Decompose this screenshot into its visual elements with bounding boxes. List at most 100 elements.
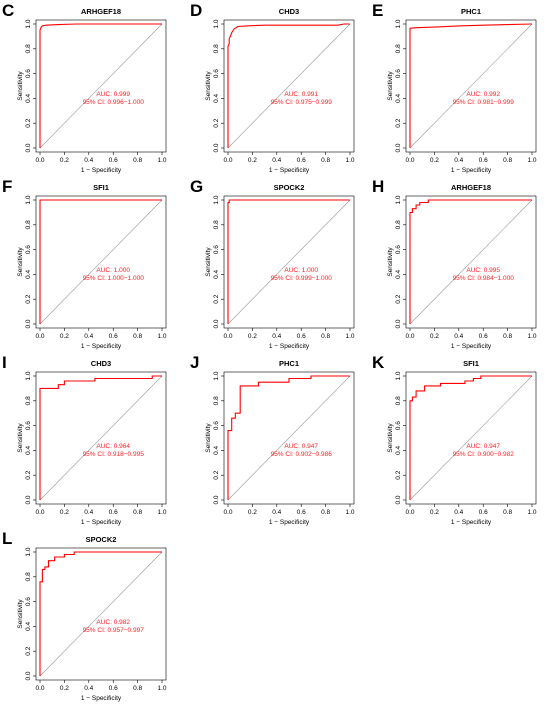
x-tick-label: 0.0 — [405, 333, 414, 340]
x-tick-label: 0.2 — [248, 333, 257, 340]
x-tick-label: 0.4 — [84, 509, 93, 516]
x-tick-label: 0.0 — [405, 509, 414, 516]
reference-diagonal — [39, 199, 163, 325]
panel-title: CHD3 — [91, 359, 111, 368]
roc-panel-h: H ARHGEF18 0.0 0.2 0.4 0.6 0.8 1.0 0.0 0.2 0.4 0.6 0… — [372, 178, 550, 354]
reference-diagonal — [39, 551, 163, 677]
x-tick-label: 0.4 — [84, 333, 93, 340]
x-tick-label: 0.6 — [297, 157, 306, 164]
x-tick-label: 0.2 — [60, 509, 69, 516]
x-tick-label: 0.8 — [133, 157, 142, 164]
x-tick-label: 0.2 — [248, 509, 257, 516]
x-tick-label: 1.0 — [527, 333, 536, 340]
y-tick-label: 0.0 — [395, 143, 402, 152]
auc-ci-label: 95% CI: 0.918−0.995 — [83, 451, 145, 458]
roc-plot: ARHGEF18 0.0 0.2 0.4 0.6 0.8 1.0 0.0 0.2 0.4 0.6 0.… — [17, 7, 167, 174]
x-tick-label: 0.8 — [133, 685, 142, 692]
roc-plot: PHC1 0.0 0.2 0.4 0.6 0.8 1.0 0.0 0.2 0.4 0.6 0.8 1.0… — [205, 359, 355, 526]
panel-letter: E — [372, 1, 384, 20]
y-tick-label: 1.0 — [213, 195, 220, 204]
panel-letter: G — [190, 177, 204, 196]
auc-ci-label: 95% CI: 0.981−0.999 — [453, 99, 515, 106]
y-tick-label: 0.2 — [213, 294, 220, 303]
auc-label: AUC: 0.995 — [466, 267, 500, 274]
x-tick-label: 1.0 — [527, 157, 536, 164]
y-tick-label: 1.0 — [395, 19, 402, 28]
y-tick-label: 0.0 — [25, 671, 32, 680]
x-tick-label: 0.0 — [405, 157, 414, 164]
y-tick-label: 0.2 — [25, 646, 32, 655]
auc-ci-label: 95% CI: 0.984−1.000 — [453, 275, 515, 282]
y-tick-label: 0.4 — [213, 94, 220, 103]
roc-plot: CHD3 0.0 0.2 0.4 0.6 0.8 1.0 0.0 0.2 0.4 0.6 0.8 1.0… — [17, 359, 167, 526]
panel-title: SPOCK2 — [274, 183, 305, 192]
x-tick-label: 0.4 — [272, 157, 281, 164]
y-tick-label: 0.0 — [25, 143, 32, 152]
plot-frame — [405, 371, 537, 505]
auc-ci-label: 95% CI: 0.999−1.000 — [271, 275, 333, 282]
panel-letter: C — [2, 1, 15, 20]
x-tick-label: 0.4 — [84, 685, 93, 692]
plot-frame — [405, 19, 537, 153]
x-tick-label: 0.6 — [297, 333, 306, 340]
x-tick-label: 1.0 — [527, 509, 536, 516]
y-tick-label: 0.4 — [213, 270, 220, 279]
roc-curve — [39, 551, 162, 676]
reference-diagonal — [227, 375, 351, 501]
y-tick-label: 0.6 — [395, 69, 402, 78]
auc-ci-label: 95% CI: 0.957−0.997 — [83, 627, 145, 634]
x-axis-label: 1 − Specificity — [451, 343, 492, 350]
panel-letter: J — [190, 353, 200, 372]
x-tick-label: 0.2 — [60, 157, 69, 164]
y-tick-label: 0.2 — [25, 118, 32, 127]
plot-frame — [405, 195, 537, 329]
panel-title: PHC1 — [279, 359, 299, 368]
y-tick-label: 0.8 — [213, 44, 220, 53]
y-tick-label: 0.2 — [213, 118, 220, 127]
y-tick-label: 0.6 — [395, 245, 402, 254]
x-tick-label: 0.8 — [503, 333, 512, 340]
x-axis-label: 1 − Specificity — [269, 343, 310, 350]
roc-panel-d: D CHD3 0.0 0.2 0.4 0.6 0.8 1.0 0.0 0.2 0.4 0.6 0.8 1.… — [190, 2, 368, 178]
x-tick-label: 0.8 — [503, 509, 512, 516]
x-axis-label: 1 − Specificity — [81, 343, 122, 350]
y-tick-label: 0.0 — [25, 495, 32, 504]
roc-curve — [409, 23, 533, 148]
roc-panel-f: F SFI1 0.0 0.2 0.4 0.6 0.8 1.0 0.0 0.2 0.4 0.6 0.8 1.… — [2, 178, 180, 354]
plot-frame — [223, 371, 355, 505]
y-axis-label: Sensitivity — [387, 423, 394, 453]
plot-frame — [35, 371, 167, 505]
reference-diagonal — [39, 23, 163, 149]
y-tick-label: 1.0 — [25, 19, 32, 28]
x-tick-label: 1.0 — [345, 509, 354, 516]
y-tick-label: 0.8 — [25, 572, 32, 581]
x-tick-label: 0.4 — [454, 157, 463, 164]
x-axis-label: 1 − Specificity — [451, 519, 492, 526]
roc-curve — [39, 199, 162, 324]
reference-diagonal — [409, 23, 533, 149]
y-tick-label: 0.0 — [213, 143, 220, 152]
roc-plot: CHD3 0.0 0.2 0.4 0.6 0.8 1.0 0.0 0.2 0.4 0.6 0.8 1.0… — [205, 7, 355, 174]
x-axis-label: 1 − Specificity — [81, 167, 122, 174]
panel-title: SFI1 — [463, 359, 479, 368]
plot-frame — [223, 195, 355, 329]
y-axis-label: Sensitivity — [17, 71, 24, 101]
x-tick-label: 0.0 — [35, 685, 44, 692]
x-tick-label: 0.0 — [35, 157, 44, 164]
y-tick-label: 0.2 — [395, 470, 402, 479]
reference-diagonal — [409, 375, 533, 501]
y-tick-label: 0.0 — [395, 319, 402, 328]
y-tick-label: 0.0 — [213, 495, 220, 504]
x-tick-label: 1.0 — [157, 509, 166, 516]
x-tick-label: 0.6 — [479, 157, 488, 164]
roc-curve — [227, 199, 350, 324]
x-axis-label: 1 − Specificity — [269, 167, 310, 174]
x-tick-label: 0.4 — [272, 333, 281, 340]
x-axis-label: 1 − Specificity — [451, 167, 492, 174]
roc-curve — [409, 199, 532, 324]
y-tick-label: 0.2 — [25, 470, 32, 479]
x-tick-label: 0.8 — [503, 157, 512, 164]
y-axis-label: Sensitivity — [205, 247, 212, 277]
auc-ci-label: 95% CI: 0.996−1.000 — [83, 99, 145, 106]
y-tick-label: 0.2 — [395, 294, 402, 303]
